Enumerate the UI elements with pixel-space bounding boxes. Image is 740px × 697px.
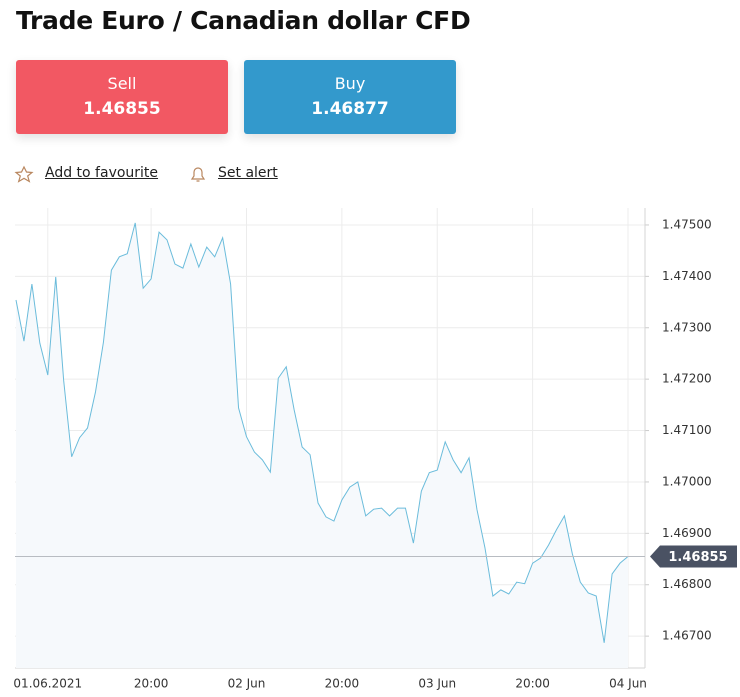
sell-price: 1.46855 (83, 99, 161, 119)
buy-button[interactable]: Buy 1.46877 (244, 60, 456, 134)
x-tick-label: 20:00 (134, 677, 169, 691)
y-tick-label: 1.46800 (662, 577, 712, 591)
y-tick-label: 1.46900 (662, 526, 712, 540)
y-tick-label: 1.47200 (662, 372, 712, 386)
sell-label: Sell (107, 74, 137, 93)
area (16, 222, 628, 668)
star-icon (14, 165, 34, 183)
bell-icon (190, 167, 206, 182)
x-tick-label: 04 Jun (609, 677, 647, 691)
current-price-box (650, 545, 737, 568)
x-tick-label: 03 Jun (418, 677, 456, 691)
sell-button[interactable]: Sell 1.46855 (16, 60, 228, 134)
x-tick-label: 02 Jun (228, 677, 266, 691)
favourite-link[interactable]: Add to favourite (45, 165, 159, 181)
y-tick-label: 1.47500 (662, 217, 712, 231)
x-tick-label: 20:00 (325, 677, 360, 691)
y-tick-label: 1.47100 (662, 423, 712, 437)
y-tick-label: 1.47400 (662, 269, 712, 283)
buy-label: Buy (334, 74, 366, 93)
x-tick-label: 20:00 (515, 677, 550, 691)
buy-price: 1.46877 (311, 99, 389, 119)
current-price-label: 1.46855 (668, 550, 727, 565)
y-tick-label: 1.46700 (662, 629, 712, 643)
y-tick-label: 1.47000 (662, 474, 712, 488)
page-title: Trade Euro / Canadian dollar CFD (16, 6, 471, 35)
x-tick-label: 01.06.2021 (13, 677, 82, 691)
price-line (15, 222, 629, 643)
alert-link[interactable]: Set alert (218, 165, 278, 181)
y-tick-label: 1.47300 (662, 320, 712, 334)
